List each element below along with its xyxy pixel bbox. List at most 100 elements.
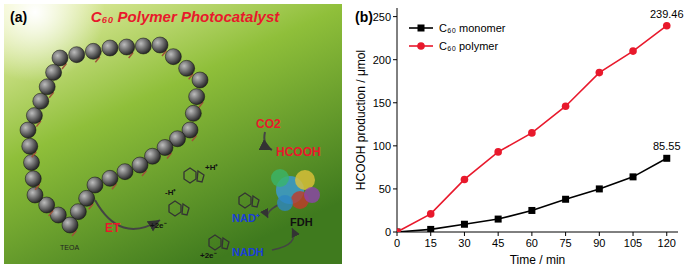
c60-ball <box>85 43 101 59</box>
x-tick-label: 90 <box>593 237 605 249</box>
y-tick-label: 150 <box>373 97 391 109</box>
enzyme-part <box>304 187 320 203</box>
molecule <box>197 171 204 182</box>
y-tick-label: 0 <box>385 226 391 238</box>
x-tick <box>397 232 398 236</box>
y-tick <box>393 102 397 103</box>
x-tick-label: 0 <box>394 237 400 249</box>
et-label: ET <box>105 221 121 235</box>
cycle-arrow <box>267 205 278 218</box>
c60-ball <box>39 79 55 95</box>
panel-label: (b) <box>355 9 373 25</box>
nad-label: NAD⁺ <box>232 212 260 224</box>
c60-ball <box>26 108 42 124</box>
c60-ball <box>185 105 201 121</box>
c60-ball <box>22 138 38 154</box>
data-point <box>461 221 468 228</box>
x-tick-label: 30 <box>458 237 470 249</box>
enzyme-part <box>277 195 293 211</box>
y-tick-label: 50 <box>379 183 391 195</box>
x-axis-line <box>397 232 678 233</box>
molecule <box>252 196 259 207</box>
c60-ball <box>69 47 85 63</box>
x-tick <box>464 232 465 236</box>
series-line <box>397 26 667 232</box>
y-tick <box>393 232 397 233</box>
figure: (a) C₆₀ Polymer Photocatalyst TEOA ET +2e⁻ +H… <box>0 0 689 268</box>
annotation: 239.46 <box>650 8 684 20</box>
step-label: +2e⁻ <box>150 221 167 230</box>
c60-ball <box>152 37 168 53</box>
c60-ball <box>102 170 118 186</box>
x-tick <box>599 232 600 236</box>
y-axis-label: HCOOH production / μmol <box>354 50 368 190</box>
c60-ball <box>46 64 62 80</box>
series-line <box>397 158 667 232</box>
enzyme-part <box>271 169 289 187</box>
step-label: +H⁺ <box>205 163 218 172</box>
c60-ball <box>117 164 133 180</box>
x-tick <box>430 232 431 236</box>
co2-label: CO2 <box>256 117 281 131</box>
data-point <box>461 176 469 184</box>
hcooh-label: HCOOH <box>276 145 321 159</box>
c60-ball <box>33 93 49 109</box>
step-label: -H⁺ <box>165 188 176 197</box>
data-point <box>630 173 637 180</box>
data-point <box>596 185 603 192</box>
c60-ball <box>192 72 208 88</box>
panel-a: (a) C₆₀ Polymer Photocatalyst TEOA ET +2e⁻ +H… <box>0 0 342 264</box>
data-point <box>596 69 604 77</box>
c60-ball <box>179 60 195 76</box>
y-tick-label: 250 <box>373 11 391 23</box>
molecule <box>184 168 196 183</box>
data-point <box>397 228 401 232</box>
plot-area <box>397 22 671 232</box>
x-tick-label: 15 <box>425 237 437 249</box>
data-point <box>528 129 536 137</box>
x-tick-label: 60 <box>526 237 538 249</box>
molecule <box>222 238 229 249</box>
x-tick <box>565 232 566 236</box>
molecule <box>169 201 181 216</box>
panel-label: (a) <box>10 9 27 25</box>
y-tick <box>393 188 397 189</box>
x-tick <box>531 232 532 236</box>
y-axis-line <box>397 8 398 232</box>
c60-ball <box>52 50 68 66</box>
c60-ball <box>20 122 36 138</box>
x-tick-label: 75 <box>559 237 571 249</box>
y-tick <box>393 59 397 60</box>
c60-ball <box>132 157 148 173</box>
sun <box>0 0 105 82</box>
data-point <box>494 148 502 156</box>
enzyme <box>271 169 320 211</box>
legend-label: C₆₀ polymer <box>439 40 498 52</box>
y-tick-label: 200 <box>373 54 391 66</box>
x-tick-label: 105 <box>624 237 642 249</box>
data-point <box>397 229 401 233</box>
x-tick-label: 45 <box>492 237 504 249</box>
molecule <box>239 193 251 208</box>
data-point <box>663 22 671 30</box>
c60-ball <box>119 39 135 55</box>
data-point <box>562 196 569 203</box>
x-tick-label: 120 <box>658 237 676 249</box>
donor-label: TEOA <box>60 244 79 251</box>
legend-marker <box>418 25 425 32</box>
step-label: +2e⁻ <box>200 251 217 260</box>
c60-ball <box>102 40 118 56</box>
nadh-label: NADH <box>232 246 264 258</box>
y-tick <box>393 16 397 17</box>
data-point <box>427 226 434 232</box>
panel-b: (b)HCOOH production / μmolTime / min0501… <box>354 8 684 267</box>
panel-title: C₆₀ Polymer Photocatalyst <box>91 8 281 25</box>
molecule <box>209 235 221 250</box>
data-point <box>629 47 637 55</box>
cycle-arrow <box>272 228 294 250</box>
legend-label: C₆₀ monomer <box>439 22 506 34</box>
molecule <box>182 204 189 215</box>
y-tick <box>393 145 397 146</box>
data-point <box>663 155 670 162</box>
conversion-arrow <box>264 132 272 150</box>
